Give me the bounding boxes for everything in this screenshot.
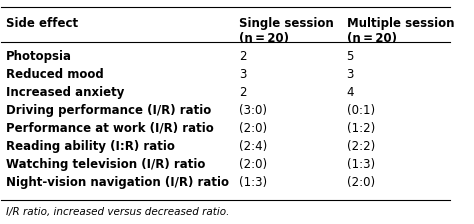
Text: 4: 4 <box>346 86 354 99</box>
Text: (2:4): (2:4) <box>239 140 267 153</box>
Text: (0:1): (0:1) <box>346 104 374 117</box>
Text: Increased anxiety: Increased anxiety <box>6 86 124 99</box>
Text: (2:0): (2:0) <box>346 176 374 189</box>
Text: Side effect: Side effect <box>6 17 78 30</box>
Text: I/R ratio, increased versus decreased ratio.: I/R ratio, increased versus decreased ra… <box>6 207 229 217</box>
Text: 3: 3 <box>239 68 246 81</box>
Text: Watching television (I/R) ratio: Watching television (I/R) ratio <box>6 158 205 171</box>
Text: Single session
(n = 20): Single session (n = 20) <box>239 17 334 45</box>
Text: (1:3): (1:3) <box>239 176 267 189</box>
Text: (2:0): (2:0) <box>239 158 267 171</box>
Text: Driving performance (I/R) ratio: Driving performance (I/R) ratio <box>6 104 211 117</box>
Text: Multiple session
(n = 20): Multiple session (n = 20) <box>346 17 454 45</box>
Text: Reading ability (I:R) ratio: Reading ability (I:R) ratio <box>6 140 175 153</box>
Text: (2:2): (2:2) <box>346 140 375 153</box>
Text: (3:0): (3:0) <box>239 104 267 117</box>
Text: (1:2): (1:2) <box>346 122 375 135</box>
Text: 3: 3 <box>346 68 354 81</box>
Text: (1:3): (1:3) <box>346 158 374 171</box>
Text: Night-vision navigation (I/R) ratio: Night-vision navigation (I/R) ratio <box>6 176 229 189</box>
Text: Reduced mood: Reduced mood <box>6 68 104 81</box>
Text: 5: 5 <box>346 50 354 63</box>
Text: 2: 2 <box>239 50 246 63</box>
Text: (2:0): (2:0) <box>239 122 267 135</box>
Text: Photopsia: Photopsia <box>6 50 72 63</box>
Text: 2: 2 <box>239 86 246 99</box>
Text: Performance at work (I/R) ratio: Performance at work (I/R) ratio <box>6 122 214 135</box>
